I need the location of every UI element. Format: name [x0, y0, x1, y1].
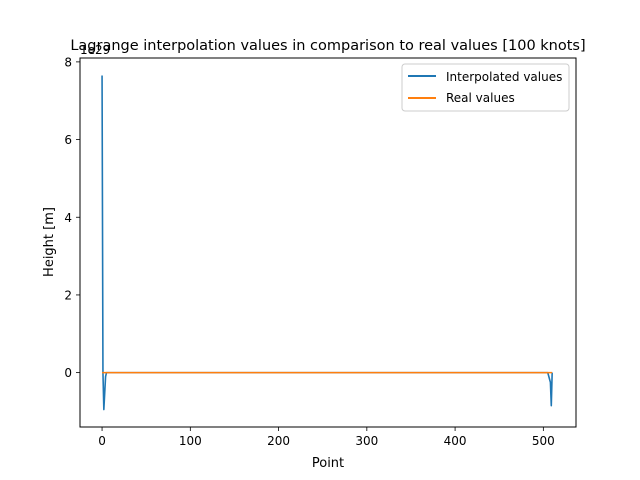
ticks-layer: 0 100 200 300 400 500 0 2 4 6 8 [64, 55, 554, 448]
x-tick-label: 100 [179, 434, 202, 448]
legend-label-interpolated: Interpolated values [446, 70, 562, 84]
x-tick-label: 300 [355, 434, 378, 448]
chart-title: Lagrange interpolation values in compari… [70, 38, 585, 54]
y-axis-label: Height [m] [42, 207, 57, 277]
legend-box [401, 63, 570, 112]
legend-label-real: Real values [446, 91, 515, 105]
series-layer [101, 75, 553, 411]
y-offset-label: 1e29 [80, 43, 110, 57]
axes-frame [79, 57, 577, 428]
y-tick-label: 4 [64, 211, 72, 225]
y-tick-label: 6 [64, 133, 72, 147]
y-tick-label: 2 [64, 288, 72, 302]
plot-area [101, 75, 553, 411]
legend: Interpolated values Real values [401, 63, 570, 112]
x-tick-label: 200 [267, 434, 290, 448]
x-axis-label: Point [312, 456, 344, 471]
x-tick-label: 500 [532, 434, 555, 448]
y-tick-label: 0 [64, 366, 72, 380]
y-tick-label: 8 [64, 55, 72, 69]
x-tick-label: 400 [444, 434, 467, 448]
x-tick-label: 0 [98, 434, 106, 448]
